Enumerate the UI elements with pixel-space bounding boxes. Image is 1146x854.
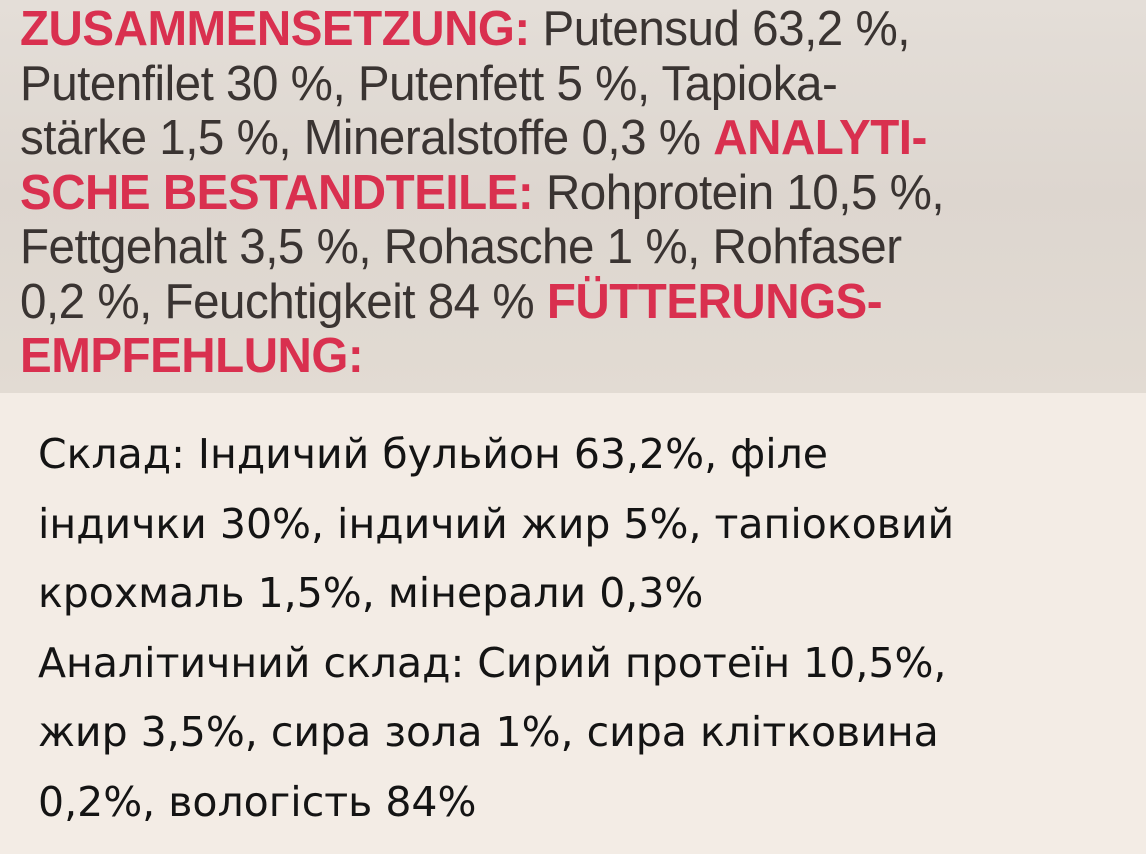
translation-line: Аналітичний склад: Сирий протеїн 10,5%,: [38, 638, 947, 687]
translation-text: Склад: Індичий бульйон 63,2%, філе індич…: [38, 420, 1128, 837]
label-line: Putenfilet 30 %, Putenfett 5 %, Tapioka-: [20, 57, 1106, 112]
label-line: EMPFEHLUNG:: [20, 329, 1106, 384]
label-ingredients-text: ZUSAMMENSETZUNG: Putensud 63,2 %, Putenfi…: [20, 2, 1106, 384]
label-heading: ANALYTI-: [713, 111, 927, 165]
translation-line: 0,2%, вологість 84%: [38, 777, 477, 826]
label-heading: FÜTTERUNGS-: [546, 274, 883, 329]
label-heading: EMPFEHLUNG:: [20, 329, 364, 383]
label-heading: SCHE BESTANDTEILE:: [20, 165, 534, 220]
label-photo: ZUSAMMENSETZUNG: Putensud 63,2 %, Putenfi…: [0, 0, 1146, 393]
label-line: Fettgehalt 3,5 %, Rohasche 1 %, Rohfaser: [20, 220, 1106, 275]
translation-line: жир 3,5%, сира зола 1%, сира клітковина: [38, 708, 939, 756]
translation-line: крохмаль 1,5%, мінерали 0,3%: [38, 569, 704, 617]
label-line: ZUSAMMENSETZUNG: Putensud 63,2 %,: [20, 2, 1106, 57]
label-line: 0,2 %, Feuchtigkeit 84 % FÜTTERUNGS-: [20, 275, 1106, 330]
label-line: stärke 1,5 %, Mineralstoffe 0,3 % ANALYT…: [20, 111, 1106, 166]
label-heading: ZUSAMMENSETZUNG:: [20, 2, 530, 56]
label-text: Fettgehalt 3,5 %, Rohasche 1 %, Rohfaser: [20, 220, 902, 274]
label-text: stärke 1,5 %, Mineralstoffe 0,3 %: [20, 111, 714, 165]
translation-line: індички 30%, індичий жир 5%, тапіоковий: [38, 499, 955, 548]
label-text: Putenfilet 30 %, Putenfett 5 %, Tapioka-: [20, 56, 838, 111]
translation-line: Склад: Індичий бульйон 63,2%, філе: [38, 430, 829, 478]
label-text: Putensud 63,2 %,: [529, 2, 910, 56]
label-text: 0,2 %, Feuchtigkeit 84 %: [20, 274, 547, 329]
label-line: SCHE BESTANDTEILE: Rohprotein 10,5 %,: [20, 166, 1106, 221]
label-text: Rohprotein 10,5 %,: [533, 165, 945, 220]
